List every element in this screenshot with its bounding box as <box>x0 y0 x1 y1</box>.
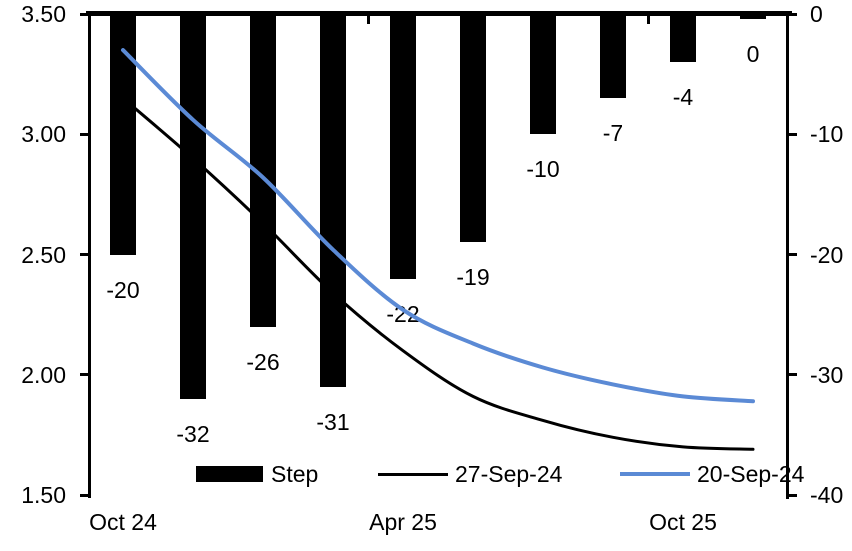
right-axis-tick <box>789 12 797 16</box>
bar <box>180 14 206 399</box>
bar-data-label: -10 <box>526 156 560 183</box>
left-axis-tick <box>80 493 88 497</box>
legend-step-swatch <box>196 466 263 482</box>
left-axis-tick-label: 2.00 <box>21 361 66 388</box>
left-axis-line <box>88 14 91 498</box>
bar-data-label: -19 <box>456 264 490 291</box>
left-axis-tick <box>80 12 88 16</box>
left-axis-tick-label: 3.50 <box>21 1 66 27</box>
right-axis-tick <box>789 493 797 497</box>
legend-27-sep-24-label: 27-Sep-24 <box>455 461 563 487</box>
legend-item-step: Step <box>196 461 318 487</box>
bar-data-label: -7 <box>602 120 624 147</box>
bar <box>600 14 626 99</box>
right-axis-tick-label: 0 <box>810 1 823 27</box>
left-axis-tick <box>80 373 88 377</box>
x-axis-label: Oct 24 <box>89 509 157 535</box>
bar-data-label: -32 <box>176 420 210 447</box>
x-axis-label: Oct 25 <box>649 509 717 535</box>
bar-data-label: -4 <box>672 84 694 111</box>
right-axis-tick-label: -20 <box>810 241 844 268</box>
left-axis-tick-label: 2.50 <box>21 241 66 268</box>
bar-data-label: 0 <box>746 41 760 67</box>
bar <box>670 14 696 63</box>
legend-step-label: Step <box>271 461 319 487</box>
top-axis-line <box>86 11 792 16</box>
right-axis-tick-label: -40 <box>810 482 844 508</box>
right-axis-tick <box>789 132 797 136</box>
right-axis-tick-label: -10 <box>810 121 844 148</box>
legend-20-sep-24-line-swatch <box>620 472 690 476</box>
bar-data-label: -20 <box>106 276 140 303</box>
left-axis-tick-label: 1.50 <box>21 482 66 508</box>
legend-item-20-sep-24: 20-Sep-24 <box>620 461 804 487</box>
right-axis-tick <box>789 373 797 377</box>
legend-20-sep-24-label: 20-Sep-24 <box>697 461 805 487</box>
top-axis-tick <box>366 16 370 24</box>
bar <box>390 14 416 279</box>
left-axis-tick <box>80 132 88 136</box>
bar <box>110 14 136 255</box>
right-axis-tick <box>789 253 797 256</box>
bar <box>250 14 276 327</box>
top-axis-tick <box>646 16 650 24</box>
bar <box>530 14 556 135</box>
left-axis-tick-label: 3.00 <box>21 121 66 148</box>
right-axis-line <box>786 14 789 499</box>
bar-data-label: -26 <box>246 348 280 375</box>
legend-27-sep-24-line-swatch <box>378 472 448 476</box>
bar <box>460 14 486 243</box>
left-axis-tick <box>80 253 88 256</box>
bar <box>740 14 766 19</box>
bar-data-label: -22 <box>386 300 420 327</box>
x-axis-label: Apr 25 <box>369 509 437 535</box>
bar-data-label: -31 <box>316 408 350 435</box>
bar <box>320 14 346 387</box>
right-axis-tick-label: -30 <box>810 361 844 388</box>
legend-item-27-sep-24: 27-Sep-24 <box>378 461 562 487</box>
